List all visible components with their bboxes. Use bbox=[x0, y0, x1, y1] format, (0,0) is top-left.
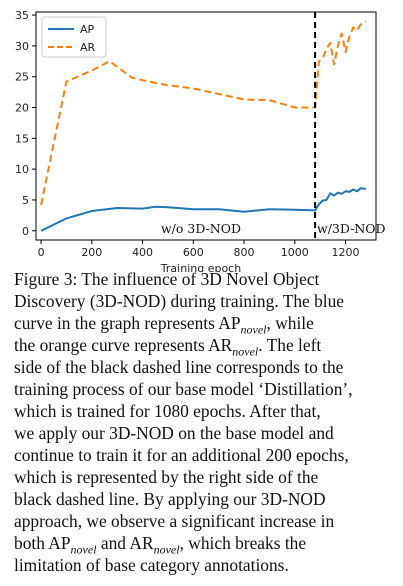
caption-text: and AR bbox=[96, 533, 154, 553]
caption-subscript: novel bbox=[70, 542, 97, 557]
x-tick-label: 600 bbox=[183, 246, 204, 259]
caption-subscript: novel bbox=[232, 344, 259, 359]
y-axis: 0 5 10 15 20 25 30 35 bbox=[15, 9, 36, 238]
caption-line: curve in the graph represents APnovel, w… bbox=[14, 312, 394, 337]
y-tick-label: 35 bbox=[15, 9, 29, 22]
caption-line: black dashed line. By applying our 3D-NO… bbox=[14, 488, 394, 510]
legend-ar-label: AR bbox=[80, 41, 96, 54]
caption-text: curve in the graph represents AP bbox=[14, 313, 241, 333]
caption-line: side of the black dashed line correspond… bbox=[14, 356, 394, 378]
caption-line: Discovery (3D-NOD) during training. The … bbox=[14, 290, 394, 312]
y-tick-label: 10 bbox=[15, 163, 29, 176]
caption-text: limitation of base category annotations. bbox=[14, 555, 289, 575]
caption-line: we apply our 3D-NOD on the base model an… bbox=[14, 422, 394, 444]
caption-text: Discovery (3D-NOD) during training. The … bbox=[14, 291, 345, 311]
caption-line: which is trained for 1080 epochs. After … bbox=[14, 400, 394, 422]
x-tick-label: 200 bbox=[81, 246, 102, 259]
annotation-right: w/3D-NOD bbox=[317, 221, 386, 236]
caption-line: approach, we observe a significant incre… bbox=[14, 510, 394, 532]
caption-line: limitation of base category annotations. bbox=[14, 554, 394, 576]
caption-text: we apply our 3D-NOD on the base model an… bbox=[14, 423, 334, 443]
x-tick-label: 0 bbox=[38, 246, 45, 259]
caption-text: which is represented by the right side o… bbox=[14, 467, 319, 487]
x-tick-label: 800 bbox=[234, 246, 255, 259]
caption-subscript: novel bbox=[153, 542, 180, 557]
x-axis-label: Training epoch bbox=[160, 262, 241, 272]
caption-line: which is represented by the right side o… bbox=[14, 466, 394, 488]
series-lines bbox=[40, 20, 367, 232]
caption-subscript: novel bbox=[240, 322, 267, 337]
caption-text: black dashed line. By applying our 3D-NO… bbox=[14, 489, 326, 509]
caption-text: . The left bbox=[258, 335, 322, 355]
series-ap-line bbox=[40, 187, 367, 232]
y-tick-label: 15 bbox=[15, 132, 29, 145]
caption-text: , while bbox=[266, 313, 314, 333]
caption-text: both AP bbox=[14, 533, 71, 553]
caption-text: , which breaks the bbox=[179, 533, 307, 553]
caption-text: the orange curve represents AR bbox=[14, 335, 233, 355]
x-tick-label: 400 bbox=[132, 246, 153, 259]
caption-text: side of the black dashed line correspond… bbox=[14, 357, 344, 377]
figure-caption: Figure 3: The influence of 3D Novel Obje… bbox=[14, 268, 394, 576]
caption-text: training process of our base model ‘Dist… bbox=[14, 379, 353, 399]
y-tick-label: 0 bbox=[22, 225, 29, 238]
y-tick-label: 25 bbox=[15, 71, 29, 84]
x-tick-label: 1000 bbox=[281, 246, 309, 259]
caption-line: both APnovel and ARnovel, which breaks t… bbox=[14, 532, 394, 557]
legend-ap-label: AP bbox=[80, 23, 95, 36]
caption-line: training process of our base model ‘Dist… bbox=[14, 378, 394, 400]
caption-line: Figure 3: The influence of 3D Novel Obje… bbox=[14, 268, 394, 290]
caption-text: continue to train it for an additional 2… bbox=[14, 445, 349, 465]
line-chart: 0 5 10 15 20 25 30 35 0 200 400 600 800 1000 1200 w/o… bbox=[15, 9, 386, 272]
plot-frame bbox=[35, 11, 377, 241]
legend-box bbox=[41, 16, 107, 58]
x-tick-label: 1200 bbox=[332, 246, 360, 259]
caption-line: continue to train it for an additional 2… bbox=[14, 444, 394, 466]
x-axis: 0 200 400 600 800 1000 1200 bbox=[38, 240, 360, 259]
caption-text: which is trained for 1080 epochs. After … bbox=[14, 401, 321, 421]
annotation-left: w/o 3D-NOD bbox=[161, 221, 241, 236]
y-tick-label: 20 bbox=[15, 102, 29, 115]
training-chart-figure: 0 5 10 15 20 25 30 35 0 200 400 600 800 1000 1200 w/o… bbox=[0, 0, 403, 272]
y-tick-label: 5 bbox=[22, 194, 29, 207]
caption-line: the orange curve represents ARnovel. The… bbox=[14, 334, 394, 359]
caption-text: Figure 3: The influence of 3D Novel Obje… bbox=[14, 269, 320, 289]
caption-text: approach, we observe a significant incre… bbox=[14, 511, 335, 531]
legend: AP AR bbox=[41, 16, 107, 58]
series-ar-line bbox=[40, 20, 367, 206]
y-tick-label: 30 bbox=[15, 40, 29, 53]
